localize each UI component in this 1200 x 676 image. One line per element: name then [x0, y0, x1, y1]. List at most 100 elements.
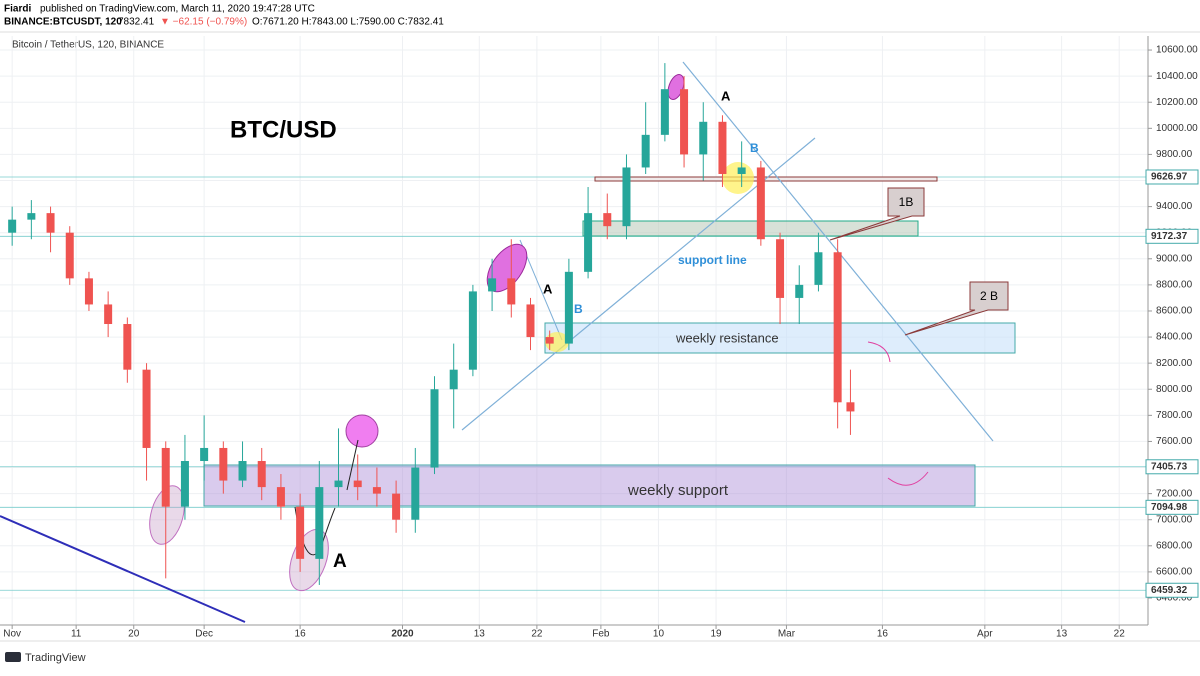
y-tick-label: 6800.00: [1156, 540, 1193, 551]
y-tick-label: 8800.00: [1156, 280, 1193, 291]
x-tick-label: 16: [295, 629, 307, 640]
candle-body: [65, 232, 74, 279]
candle-body: [699, 121, 708, 155]
price-label-box: [1145, 499, 1199, 515]
candle-body: [603, 213, 612, 227]
resistance-zone: [544, 322, 1016, 354]
x-tick-label: 22: [1114, 629, 1126, 640]
arrow: [887, 471, 929, 486]
y-tick-label: 8200.00: [1156, 358, 1193, 369]
y-tick-label: 10200.00: [1156, 97, 1198, 108]
y-tick-label: 9000.00: [1156, 253, 1193, 264]
candle-body: [641, 134, 650, 168]
annotation: weekly support: [627, 482, 729, 499]
price-label: 9172.37: [1151, 231, 1188, 242]
candle-body: [27, 213, 36, 220]
annotation: B: [574, 302, 583, 316]
price-label-box: [1145, 582, 1199, 598]
symbol: BINANCE:BTCUSDT, 120: [4, 17, 122, 28]
y-tick-label: 9800.00: [1156, 149, 1193, 160]
price-label: 6459.32: [1151, 585, 1188, 596]
highlight: [545, 332, 569, 352]
candle-body: [257, 461, 266, 488]
candle-body: [392, 493, 401, 520]
chart-title: Bitcoin / TetherUS, 120, BINANCE: [12, 40, 164, 51]
candle-body: [507, 278, 516, 305]
y-tick-label: 7800.00: [1156, 410, 1193, 421]
candle-body: [660, 89, 669, 135]
author: Fiardi: [4, 4, 31, 15]
change: ▼ −62.15 (−0.79%): [160, 17, 247, 28]
candle-body: [564, 271, 573, 344]
annotation: B: [750, 141, 759, 155]
annotation: A: [333, 551, 347, 572]
support-trend-line: [461, 137, 816, 431]
y-tick-label: 7600.00: [1156, 436, 1193, 447]
x-tick-label: Nov: [3, 629, 21, 640]
candle-body: [776, 239, 785, 298]
candle-body: [584, 213, 593, 272]
candle-body: [846, 402, 855, 412]
x-tick-label: Feb: [592, 629, 610, 640]
candle-body: [200, 447, 209, 462]
support-zone: [203, 464, 976, 507]
candle-body: [372, 487, 381, 494]
candle-body: [680, 89, 689, 155]
annotation: A: [543, 281, 553, 296]
candle-body: [545, 337, 554, 344]
candle-body: [814, 252, 823, 285]
annotation: support line: [678, 253, 747, 267]
y-tick-label: 6600.00: [1156, 567, 1193, 578]
callout: [904, 281, 1009, 336]
candle-body: [276, 487, 285, 507]
candle-body: [756, 167, 765, 240]
candle-body: [84, 278, 93, 305]
candle-body: [123, 324, 132, 370]
x-tick-label: 11: [71, 629, 82, 640]
y-tick-label: 8000.00: [1156, 384, 1193, 395]
candle-body: [8, 219, 17, 233]
arrow: [867, 341, 891, 363]
annotation: A: [721, 88, 731, 103]
highlight: [289, 528, 329, 592]
ohlc: O:7671.20 H:7843.00 L:7590.00 C:7832.41: [252, 17, 444, 28]
candle-body: [449, 369, 458, 390]
y-tick-label: 7200.00: [1156, 488, 1193, 499]
last-price: 7832.41: [118, 17, 155, 28]
x-tick-label: 10: [653, 629, 665, 640]
callout: [829, 187, 925, 241]
price-label: 9626.97: [1151, 172, 1188, 183]
candle-body: [353, 480, 362, 488]
candle-body: [46, 213, 55, 233]
candle-body: [833, 252, 842, 403]
candle-body: [468, 291, 477, 370]
price-label: 7405.73: [1151, 461, 1188, 472]
y-tick-label: 10600.00: [1156, 45, 1198, 56]
highlight: [345, 414, 379, 448]
x-tick-label: Apr: [977, 629, 993, 640]
trend-line: [0, 515, 246, 623]
y-tick-label: 7000.00: [1156, 514, 1193, 525]
candle-body: [411, 467, 420, 520]
price-label: 7094.98: [1151, 502, 1188, 513]
candle-body: [315, 487, 324, 559]
logo: [5, 652, 21, 662]
candle-body: [430, 389, 439, 468]
candle-body: [795, 284, 804, 298]
x-tick-label: 13: [1056, 629, 1068, 640]
candle-body: [142, 369, 151, 448]
candle-body: [334, 480, 343, 488]
y-tick-label: 6400.00: [1156, 593, 1193, 604]
candle-body: [104, 304, 113, 325]
candle-body: [718, 121, 727, 174]
y-tick-label: 10400.00: [1156, 71, 1198, 82]
y-tick-label: 9400.00: [1156, 201, 1193, 212]
brand: TradingView: [25, 652, 86, 664]
highlight: [722, 162, 754, 194]
annotation: weekly resistance: [675, 330, 779, 345]
x-tick-label: Dec: [195, 629, 213, 640]
x-tick-label: 2020: [391, 629, 414, 640]
candle-body: [219, 447, 228, 481]
candle-body: [180, 461, 189, 507]
